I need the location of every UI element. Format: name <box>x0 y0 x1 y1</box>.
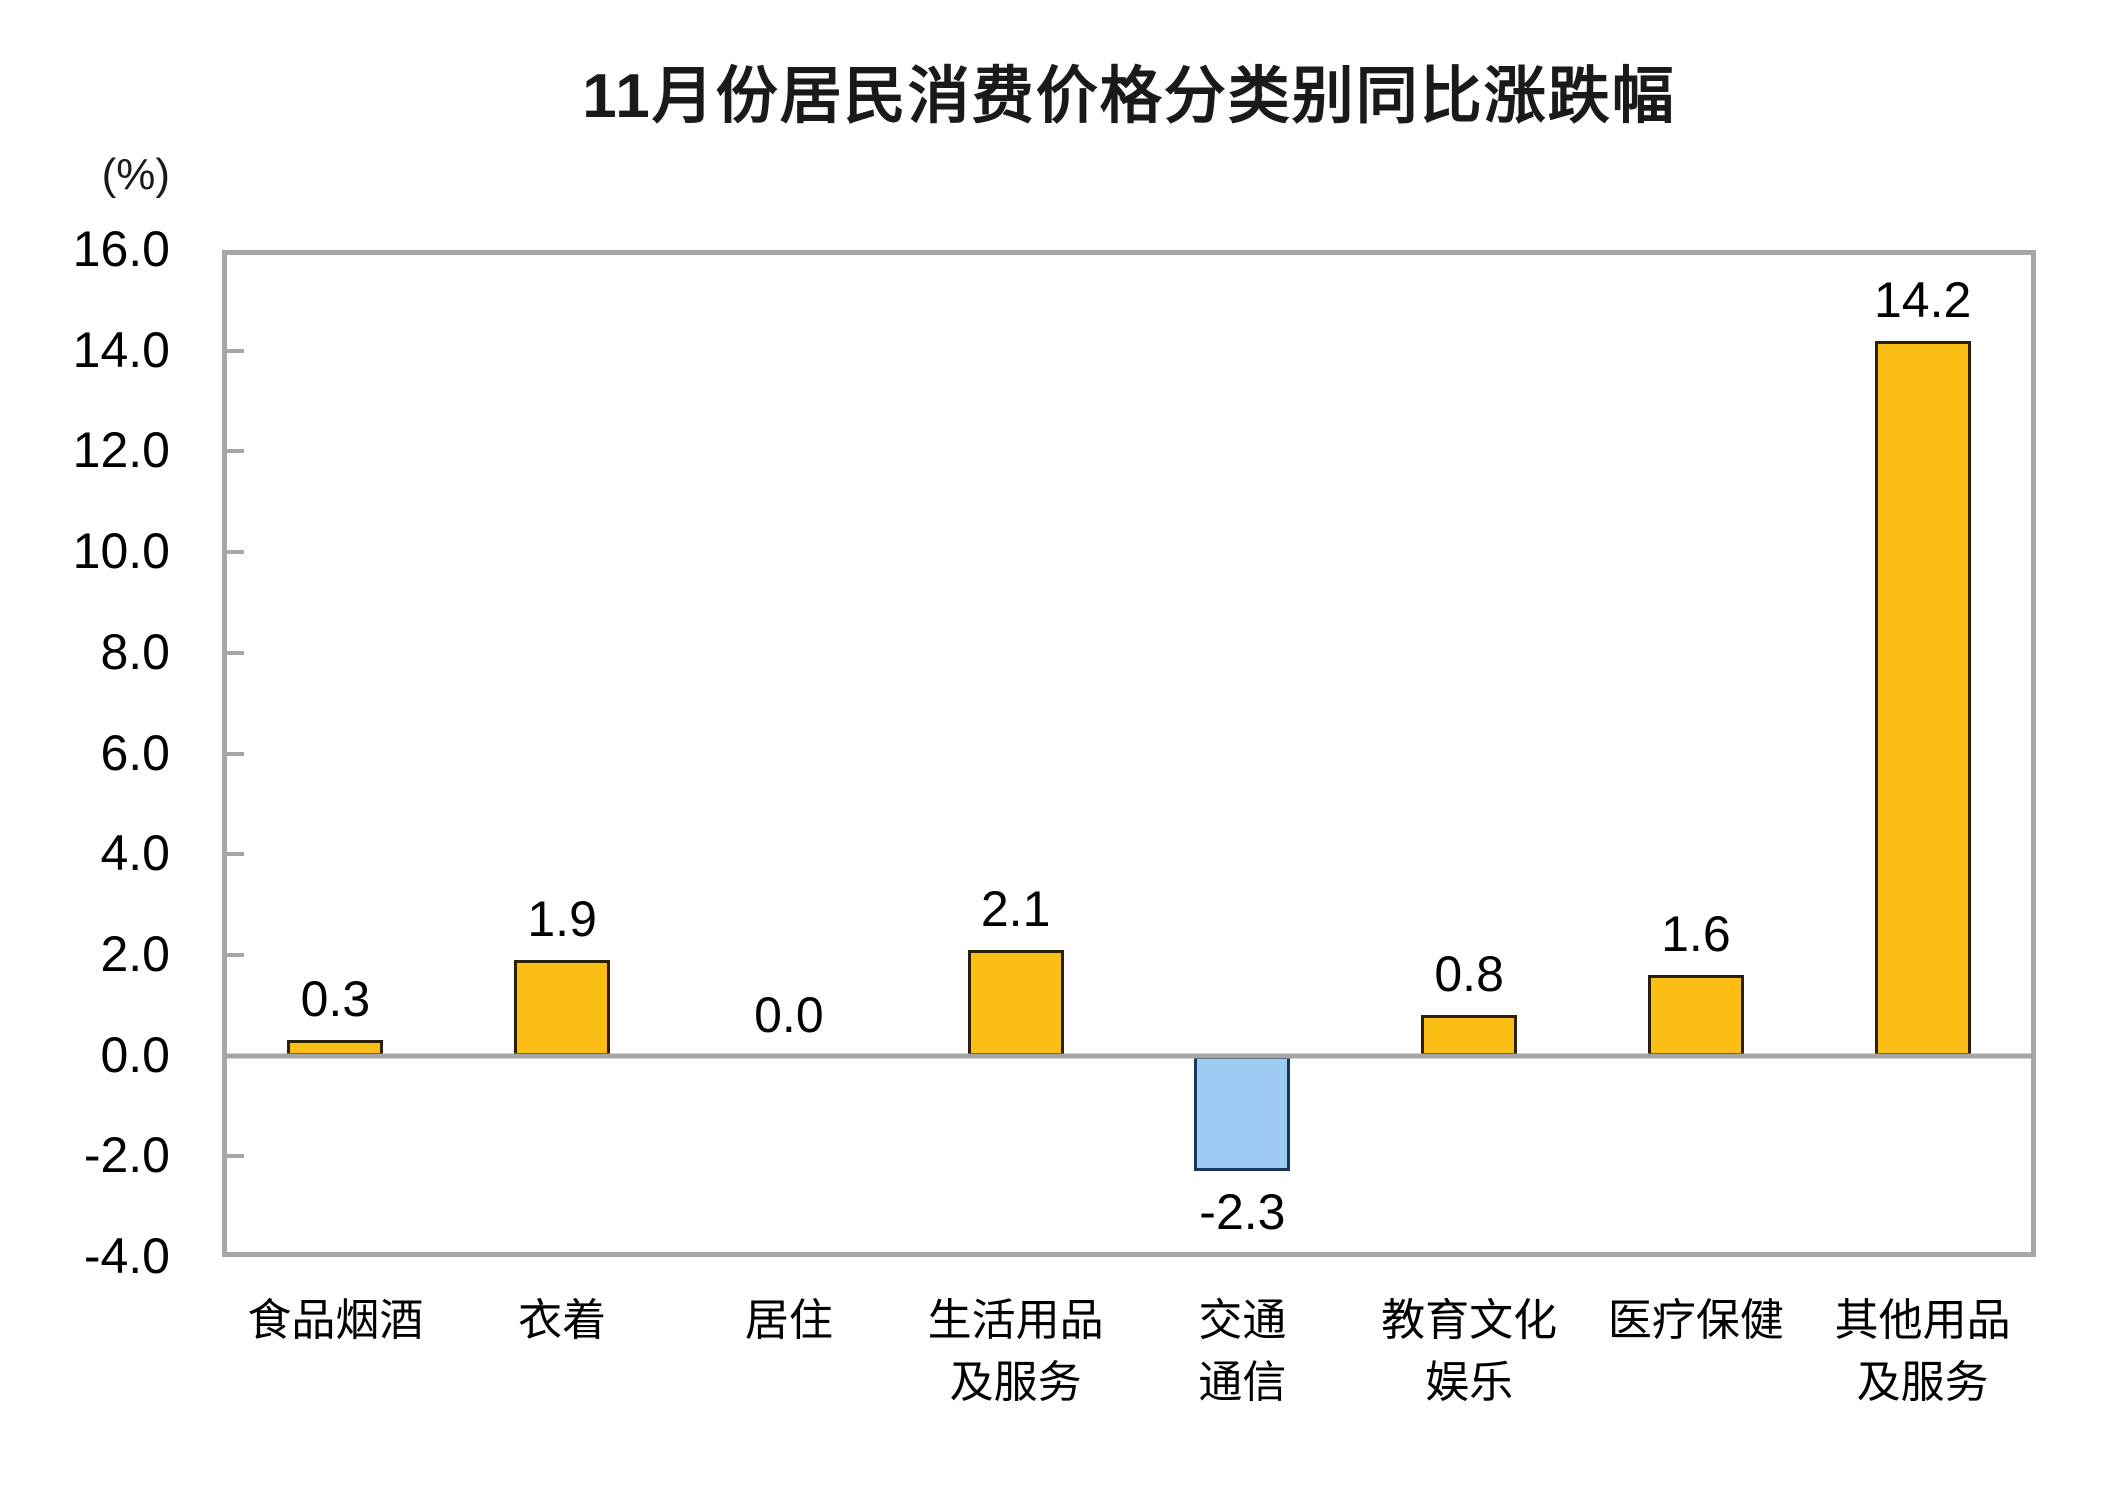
y-axis-tick-mark <box>227 650 244 655</box>
bar-value-label: 0.0 <box>754 986 824 1043</box>
y-axis-tick-label: 10.0 <box>72 523 170 580</box>
x-axis-category-label-line: 娱乐 <box>1425 1358 1514 1407</box>
bar <box>1194 1055 1291 1172</box>
x-axis-category-label-line: 其他用品 <box>1834 1296 2011 1345</box>
x-axis-category-label: 交通 通信 <box>1198 1290 1286 1414</box>
y-axis-unit-label: (%) <box>101 150 170 199</box>
x-axis-category-label-line: 医疗保健 <box>1607 1296 1784 1345</box>
bar-value-label: 1.6 <box>1661 906 1731 963</box>
chart-title: 11月份居民消费价格分类别同比涨跌幅 <box>582 62 1676 131</box>
bar-value-label: 2.1 <box>980 880 1051 937</box>
bar <box>1421 1015 1518 1056</box>
y-axis-tick-mark <box>227 449 244 454</box>
y-axis-tick-mark <box>227 550 244 555</box>
y-axis-tick-mark <box>227 751 244 756</box>
x-axis-category-label: 医疗保健 <box>1608 1290 1784 1352</box>
x-axis-category-label: 衣着 <box>518 1290 606 1352</box>
y-axis-tick-label: 16.0 <box>72 221 170 277</box>
x-axis-category-label-line: 教育文化 <box>1381 1296 1558 1345</box>
x-axis-category-label-line: 居住 <box>744 1296 833 1345</box>
bar-value-label: 1.9 <box>527 890 597 947</box>
y-axis-tick-mark <box>227 1154 244 1159</box>
y-axis-tick-label: 0.0 <box>100 1026 170 1083</box>
x-axis-category-label: 其他用品 及服务 <box>1835 1290 2011 1414</box>
y-axis-tick-label: -2.0 <box>83 1127 170 1184</box>
y-axis-tick-label: 14.0 <box>72 321 170 378</box>
y-axis-tick-label: -4.0 <box>83 1228 170 1284</box>
y-axis-tick-mark <box>227 348 244 353</box>
y-axis-tick-mark <box>227 952 244 957</box>
x-axis-category-label-line: 衣着 <box>518 1296 607 1345</box>
y-axis-tick-label: 12.0 <box>72 422 170 479</box>
x-axis-category-label-line: 交通 <box>1198 1296 1287 1345</box>
bar-value-label: -2.3 <box>1199 1184 1286 1241</box>
bar <box>1647 975 1744 1056</box>
y-axis-tick-label: 4.0 <box>100 825 170 882</box>
zero-axis-line <box>222 1053 2036 1059</box>
x-axis-category-label: 居住 <box>745 1290 833 1352</box>
y-axis-tick-label: 2.0 <box>100 925 170 982</box>
bar <box>1874 340 1971 1056</box>
bar <box>967 949 1064 1056</box>
bar-value-label: 14.2 <box>1873 271 1972 328</box>
y-axis-tick-label: 8.0 <box>100 623 170 680</box>
x-axis-category-label-line: 及服务 <box>1856 1358 1989 1407</box>
y-axis-tick-mark <box>227 852 244 857</box>
x-axis-category-label-line: 及服务 <box>949 1358 1082 1407</box>
x-axis-category-label: 生活用品 及服务 <box>928 1290 1104 1414</box>
y-axis-tick-label: 6.0 <box>100 724 170 781</box>
x-axis-category-label-line: 生活用品 <box>927 1296 1104 1345</box>
x-axis-category-label-line: 食品烟酒 <box>247 1296 424 1345</box>
bar-value-label: 0.8 <box>1434 946 1504 1003</box>
x-axis-category-label-line: 通信 <box>1198 1358 1287 1407</box>
bar <box>514 959 611 1056</box>
plot-area-border <box>222 250 2036 1257</box>
x-axis-category-label: 教育文化 娱乐 <box>1381 1290 1557 1414</box>
bar-value-label: 0.3 <box>300 971 371 1028</box>
x-axis-category-label: 食品烟酒 <box>247 1290 423 1352</box>
